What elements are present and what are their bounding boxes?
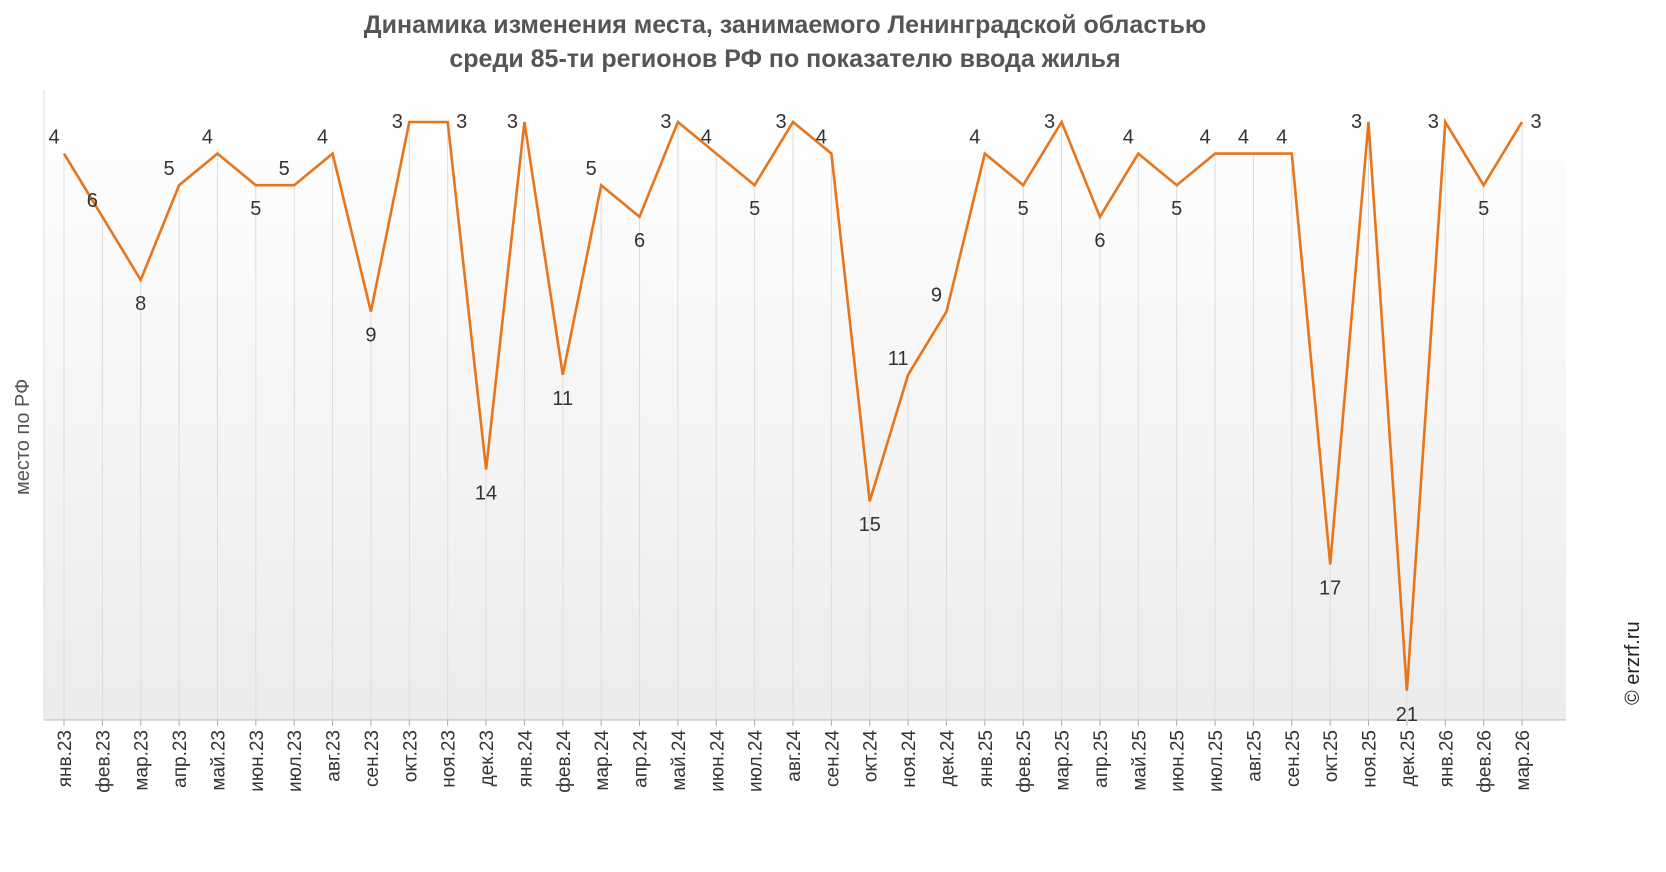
data-label: 4 bbox=[317, 127, 328, 149]
x-tick-label: сен.25 bbox=[1283, 730, 1304, 787]
data-label: 4 bbox=[969, 127, 980, 149]
x-tick-label: фев.25 bbox=[1014, 730, 1035, 793]
x-tick-label: окт.23 bbox=[400, 730, 421, 782]
x-tick-label: ноя.24 bbox=[899, 730, 920, 788]
data-label: 3 bbox=[392, 111, 403, 133]
x-tick-label: июн.24 bbox=[707, 730, 728, 792]
data-label: 9 bbox=[931, 285, 942, 307]
x-tick-label: дек.25 bbox=[1398, 730, 1419, 786]
x-tick-label: авг.24 bbox=[784, 730, 805, 782]
x-tick-label: дек.24 bbox=[937, 730, 958, 787]
data-label: 5 bbox=[749, 198, 760, 220]
x-tick-label: фев.26 bbox=[1475, 730, 1496, 793]
chart-title-line2: среди 85-ти регионов РФ по показателю вв… bbox=[449, 45, 1121, 73]
x-tick-label: июн.25 bbox=[1168, 730, 1189, 792]
x-tick-label: май.24 bbox=[669, 730, 690, 791]
chart-title: Динамика изменения места, занимаемого Ле… bbox=[0, 8, 1570, 76]
x-tick-label: окт.25 bbox=[1321, 730, 1342, 782]
x-tick-label: июл.24 bbox=[746, 730, 767, 792]
data-label: 4 bbox=[1238, 127, 1249, 149]
data-label: 3 bbox=[1351, 111, 1362, 133]
data-label: 3 bbox=[1428, 111, 1439, 133]
x-tick-label: июн.23 bbox=[247, 730, 268, 792]
x-tick-label: янв.25 bbox=[976, 730, 997, 787]
x-tick-label: мар.26 bbox=[1513, 730, 1534, 791]
data-label: 3 bbox=[660, 111, 671, 133]
data-label: 4 bbox=[701, 127, 712, 149]
data-label: 5 bbox=[1478, 198, 1489, 220]
x-tick-label: мар.25 bbox=[1053, 730, 1074, 791]
plot-background bbox=[44, 90, 1566, 720]
data-label: 8 bbox=[135, 293, 146, 315]
data-label: 6 bbox=[87, 190, 98, 212]
x-tick-label: ноя.23 bbox=[439, 730, 460, 788]
data-label: 4 bbox=[816, 127, 827, 149]
data-label: 15 bbox=[859, 514, 881, 536]
x-tick-label: окт.24 bbox=[861, 730, 882, 783]
data-label: 6 bbox=[634, 230, 645, 252]
x-tick-label: мар.24 bbox=[592, 730, 613, 791]
data-label: 11 bbox=[552, 388, 573, 410]
x-tick-label: июл.23 bbox=[285, 730, 306, 792]
data-label: 4 bbox=[1199, 127, 1210, 149]
data-label: 3 bbox=[1044, 111, 1055, 133]
data-label: 3 bbox=[775, 111, 786, 133]
x-tick-label: фев.24 bbox=[554, 730, 575, 793]
x-tick-label: май.23 bbox=[208, 730, 229, 791]
data-label: 6 bbox=[1094, 230, 1105, 252]
x-tick-label: мар.23 bbox=[132, 730, 153, 791]
x-tick-label: дек.23 bbox=[477, 730, 498, 786]
x-tick-label: май.25 bbox=[1129, 730, 1150, 791]
data-label: 3 bbox=[456, 111, 467, 133]
data-label: 14 bbox=[475, 483, 497, 505]
data-label: 9 bbox=[365, 325, 376, 347]
data-label: 5 bbox=[279, 158, 290, 180]
x-tick-label: апр.24 bbox=[631, 730, 652, 788]
x-tick-label: янв.23 bbox=[55, 730, 76, 787]
x-tick-label: сен.23 bbox=[362, 730, 383, 787]
data-label: 5 bbox=[164, 158, 175, 180]
data-label: 4 bbox=[1123, 127, 1134, 149]
x-tick-label: сен.24 bbox=[822, 730, 843, 787]
data-label: 17 bbox=[1319, 577, 1341, 599]
data-label: 4 bbox=[1276, 127, 1287, 149]
data-label: 21 bbox=[1396, 704, 1418, 726]
data-label: 3 bbox=[1530, 111, 1541, 133]
x-tick-label: апр.23 bbox=[170, 730, 191, 788]
x-tick-label: янв.26 bbox=[1436, 730, 1457, 787]
x-tick-label: янв.24 bbox=[515, 730, 536, 788]
x-tick-label: авг.23 bbox=[324, 730, 345, 782]
x-tick-label: апр.25 bbox=[1091, 730, 1112, 788]
x-tick-label: июл.25 bbox=[1206, 730, 1227, 792]
data-label: 11 bbox=[888, 348, 909, 370]
series-line bbox=[62, 117, 1524, 691]
x-tick-label: авг.25 bbox=[1244, 730, 1265, 782]
data-label: 5 bbox=[250, 198, 261, 220]
chart-title-line1: Динамика изменения места, занимаемого Ле… bbox=[363, 11, 1207, 39]
x-tick-label: ноя.25 bbox=[1360, 730, 1381, 788]
data-label: 3 bbox=[507, 111, 518, 133]
data-label: 5 bbox=[1171, 198, 1182, 220]
data-label: 4 bbox=[202, 127, 213, 149]
watermark: © erzrf.ru bbox=[1622, 621, 1644, 705]
data-label: 4 bbox=[48, 127, 59, 149]
data-label: 5 bbox=[1018, 198, 1029, 220]
data-label: 5 bbox=[586, 158, 597, 180]
x-tick-label: фев.23 bbox=[93, 730, 114, 793]
